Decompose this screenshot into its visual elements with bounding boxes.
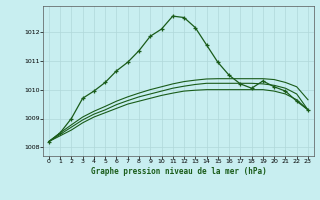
X-axis label: Graphe pression niveau de la mer (hPa): Graphe pression niveau de la mer (hPa) <box>91 167 266 176</box>
